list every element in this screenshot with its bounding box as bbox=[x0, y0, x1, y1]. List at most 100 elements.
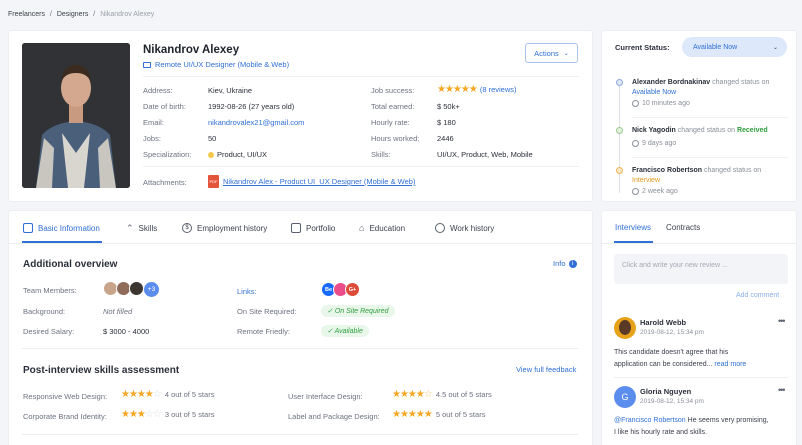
star-icon: ★★★★★ bbox=[437, 84, 478, 95]
info-icon: i bbox=[568, 259, 577, 268]
tab-basic-information[interactable]: Basic Information bbox=[23, 223, 100, 233]
skill-score: 5 out of 5 stars bbox=[435, 410, 486, 419]
profile-divider bbox=[143, 76, 579, 77]
field-hourly-rate-value: $ 180 bbox=[437, 118, 456, 127]
activity-time-text: 2 week ago bbox=[642, 188, 678, 195]
attachments-label: Attachments: bbox=[143, 178, 187, 187]
breadcrumb-current: Nikandrov Alexey bbox=[100, 11, 155, 18]
skill-score: 3 out of 5 stars bbox=[164, 410, 215, 419]
field-label: Total earned: bbox=[371, 102, 415, 111]
comment-date: 2019-08-12, 15:34 pm bbox=[640, 329, 704, 336]
field-skills: Skills: bbox=[371, 150, 391, 159]
review-input[interactable]: Click and write your new review ... bbox=[614, 254, 788, 284]
field-specialization-value: Product, UI/UX bbox=[208, 150, 267, 159]
onsite-value: On Site Required bbox=[334, 308, 389, 315]
activity-author: Alexander Bordnakinav bbox=[632, 79, 711, 86]
field-label: Job success: bbox=[371, 86, 415, 95]
activity-time: 10 minutes ago bbox=[632, 100, 690, 107]
avatar: G bbox=[614, 386, 636, 408]
field-hours-worked: Hours worked: bbox=[371, 134, 419, 143]
field-label: Hourly rate: bbox=[371, 118, 410, 127]
timeline-line bbox=[619, 83, 620, 193]
overview-title: Additional overview bbox=[23, 259, 118, 270]
attachment-link: Nikandrov Alex - Product UI_UX Designer … bbox=[223, 177, 416, 186]
comment-line: He seems very promising, bbox=[685, 417, 769, 424]
tab-label: Skills bbox=[138, 224, 158, 233]
team-more-badge[interactable]: +3 bbox=[143, 281, 160, 298]
skill-rating: ★★★★☆ 4 out of 5 stars bbox=[121, 389, 214, 400]
remote-label: Remote Friedly: bbox=[237, 327, 290, 336]
star-icon: ★★★★★ bbox=[392, 409, 433, 420]
attachment-file[interactable]: PDF Nikandrov Alex - Product UI_UX Desig… bbox=[208, 175, 415, 188]
email-link[interactable]: nikandrovalex21@gmail.com bbox=[208, 118, 305, 127]
field-hourly-rate: Hourly rate: bbox=[371, 118, 410, 127]
status-dropdown[interactable]: Available Now ⌄ bbox=[682, 37, 787, 57]
actions-button-label: Actions bbox=[534, 48, 559, 58]
field-label: Skills: bbox=[371, 150, 391, 159]
tab-label: Portfolio bbox=[306, 223, 336, 233]
avatar-face bbox=[619, 320, 631, 335]
add-comment-button[interactable]: Add comment bbox=[736, 292, 780, 299]
field-address-value: Kiev, Ukraine bbox=[208, 86, 253, 95]
institution-icon: ⌂ bbox=[359, 223, 365, 233]
comment-line: I like his hourly rate and skills. bbox=[614, 429, 707, 436]
tabs-divider bbox=[602, 243, 796, 244]
tab-skills[interactable]: ⌃ Skills bbox=[126, 223, 157, 234]
review-input-placeholder: Click and write your new review ... bbox=[622, 262, 728, 269]
more-options-icon[interactable]: ••• bbox=[778, 385, 786, 395]
profile-title[interactable]: Remote UI/UX Designer (Mobile & Web) bbox=[143, 60, 289, 69]
read-more-link[interactable]: read more bbox=[714, 361, 747, 368]
tab-interviews[interactable]: Interviews bbox=[615, 223, 652, 232]
check-icon: ✓ bbox=[327, 308, 335, 315]
view-full-feedback-link[interactable]: View full feedback bbox=[516, 365, 577, 374]
profile-photo-illustration bbox=[22, 43, 130, 188]
field-hours-worked-value: 2446 bbox=[437, 134, 454, 143]
mention-link[interactable]: @Francisco Robertson bbox=[614, 417, 686, 424]
status-card bbox=[601, 30, 797, 202]
field-label: Date of birth: bbox=[143, 102, 186, 111]
field-total-earned-value: $ 50k+ bbox=[437, 102, 460, 111]
activity-author: Francisco Robertson bbox=[632, 167, 703, 174]
clock-icon bbox=[632, 140, 639, 147]
assessment-title: Post-interview skills assessment bbox=[23, 365, 180, 376]
document-icon bbox=[23, 223, 33, 233]
field-dob-value: 1992-08-26 (27 years old) bbox=[208, 102, 295, 111]
remote-pill: ✓ Available bbox=[321, 325, 369, 337]
current-status-label: Current Status: bbox=[615, 43, 670, 52]
activity-time: 2 week ago bbox=[632, 188, 678, 195]
breadcrumb-freelancers[interactable]: Freelancers bbox=[8, 11, 45, 18]
info-label: Info bbox=[553, 259, 566, 268]
reviews-link[interactable]: (8 reviews) bbox=[479, 85, 517, 94]
timeline-dot bbox=[616, 167, 623, 174]
activity-divider bbox=[632, 117, 788, 118]
google-plus-icon[interactable]: G+ bbox=[345, 282, 360, 297]
tab-portfolio[interactable]: Portfolio bbox=[291, 223, 335, 233]
tab-employment-history[interactable]: $ Employment history bbox=[182, 223, 267, 233]
skill-name: Label and Package Design: bbox=[288, 412, 380, 421]
skill-score: 4 out of 5 stars bbox=[164, 390, 215, 399]
field-dob: Date of birth: bbox=[143, 102, 186, 111]
actions-button[interactable]: Actions ⌄ bbox=[525, 43, 578, 63]
field-label: Hours worked: bbox=[371, 134, 420, 143]
chevron-down-icon: ⌄ bbox=[563, 50, 569, 57]
timeline-dot bbox=[616, 127, 623, 134]
tab-education[interactable]: ⌂ Education bbox=[359, 223, 405, 233]
clock-icon bbox=[632, 100, 639, 107]
field-label: Email: bbox=[143, 118, 164, 127]
comment-line: application can be considered... bbox=[614, 361, 713, 368]
section-divider bbox=[22, 348, 578, 349]
team-member-avatar[interactable] bbox=[129, 281, 144, 296]
field-jobs-value: 50 bbox=[208, 134, 217, 143]
star-icon: ★★★★☆ bbox=[392, 389, 433, 400]
breadcrumb-designers[interactable]: Designers bbox=[56, 11, 89, 18]
onsite-badge: ✓ On Site Required bbox=[321, 305, 395, 317]
tab-work-history[interactable]: Work history bbox=[435, 223, 494, 233]
history-icon bbox=[435, 223, 445, 233]
info-button[interactable]: Info i bbox=[553, 259, 577, 268]
tab-contracts[interactable]: Contracts bbox=[666, 223, 701, 232]
activity-item: Alexander Bordnakinav changed status on … bbox=[632, 78, 792, 98]
activity-time-text: 9 days ago bbox=[642, 140, 677, 147]
skill-score: 4.5 out of 5 stars bbox=[435, 390, 492, 399]
comment-text: @Francisco Robertson He seems very promi… bbox=[614, 415, 794, 439]
more-options-icon[interactable]: ••• bbox=[778, 316, 786, 326]
